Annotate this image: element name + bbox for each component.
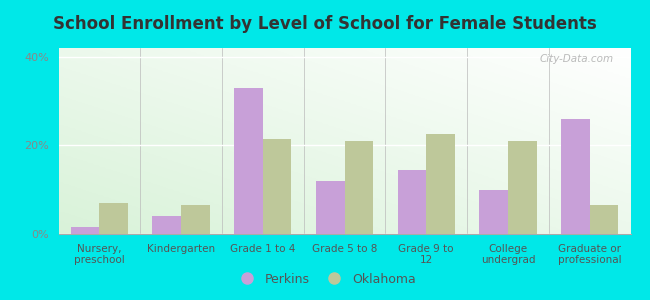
Bar (263, 139, 291, 234)
Text: City-Data.com: City-Data.com (540, 54, 614, 64)
Bar (316, 181, 344, 234)
Bar (344, 141, 373, 234)
Bar (71, 227, 99, 234)
Bar (590, 205, 618, 234)
Bar (561, 119, 590, 234)
Bar (426, 134, 455, 234)
Bar (479, 190, 508, 234)
Bar (234, 88, 263, 234)
Bar (153, 216, 181, 234)
Legend: Perkins, Oklahoma: Perkins, Oklahoma (229, 268, 421, 291)
Bar (508, 141, 536, 234)
Bar (398, 170, 426, 234)
Bar (181, 205, 210, 234)
Text: School Enrollment by Level of School for Female Students: School Enrollment by Level of School for… (53, 15, 597, 33)
Bar (99, 203, 128, 234)
